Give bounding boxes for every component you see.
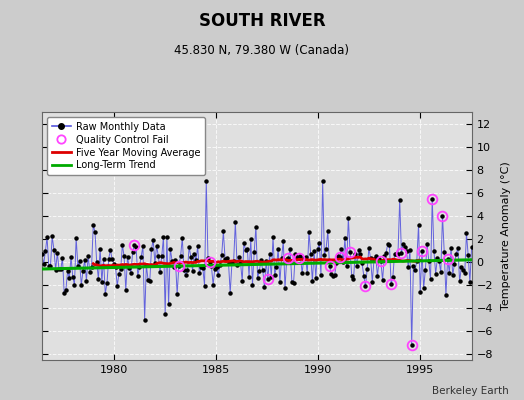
Text: 45.830 N, 79.380 W (Canada): 45.830 N, 79.380 W (Canada) bbox=[174, 44, 350, 57]
Legend: Raw Monthly Data, Quality Control Fail, Five Year Moving Average, Long-Term Tren: Raw Monthly Data, Quality Control Fail, … bbox=[47, 117, 205, 175]
Y-axis label: Temperature Anomaly (°C): Temperature Anomaly (°C) bbox=[501, 162, 511, 310]
Text: Berkeley Earth: Berkeley Earth bbox=[432, 386, 508, 396]
Text: SOUTH RIVER: SOUTH RIVER bbox=[199, 12, 325, 30]
